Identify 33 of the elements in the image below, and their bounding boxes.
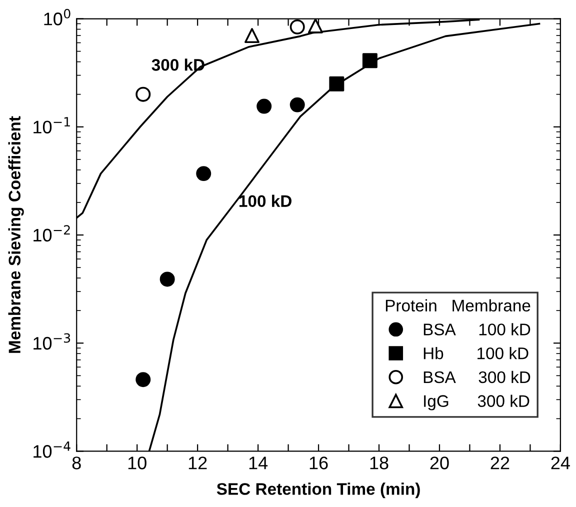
point [196,166,212,182]
legend-label: Hb 100 kD [424,347,528,360]
annotation: 100 kD [239,194,292,208]
y-tick-label: 10$^{0}$ [44,8,70,26]
y-tick-label: 10$^{−4}$ [34,442,70,458]
x-axis-title: SEC Retention Time (min) [216,482,420,498]
point [290,19,305,34]
x-tick-label: 10 [128,456,146,470]
x-tick-label: 16 [310,456,328,470]
point [329,76,344,92]
point [244,28,260,43]
point [256,98,272,114]
x-tick-label: 14 [249,456,268,470]
point [136,86,151,102]
legend-label: IgG 300 kD [424,394,530,410]
legend-label: BSA 100 kD [424,323,530,336]
point [290,97,305,112]
x-tick-label: 12 [188,456,207,470]
x-tick-label: 22 [490,456,510,470]
y-tick-label: 10$^{−2}$ [34,225,70,242]
y-tick-label: 10$^{−3}$ [34,333,70,350]
x-tick-label: 24 [551,456,570,470]
point [362,53,378,68]
point [308,18,323,34]
legend-title: Protein Membrane [386,299,530,312]
y-axis-title: Membrane Sieving Coefficient [8,116,24,353]
x-tick-label: 20 [430,456,449,470]
x-tick-label: 18 [370,456,388,470]
point [136,372,151,388]
y-tick-label: 10$^{−1}$ [34,117,70,134]
x-tick-label: 8 [72,456,81,470]
legend-label: BSA 300 kD [424,370,530,384]
point [160,272,175,287]
